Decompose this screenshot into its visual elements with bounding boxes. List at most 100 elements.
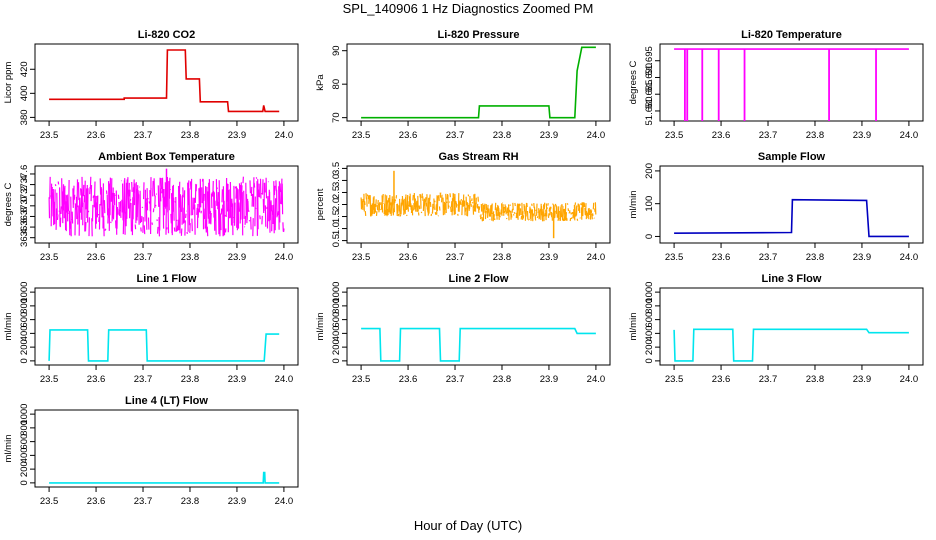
plot-area [49,49,280,113]
y-tick-label: 90 [331,45,342,56]
plot-frame [34,409,299,488]
plot-area [360,170,597,239]
x-tick-label: 24.0 [275,252,294,263]
y-tick-label: 400 [19,447,30,463]
y-axis-label: ml/min [3,435,14,463]
y-tick-label: 37.6 [19,165,30,184]
y-tick-label: 380 [19,109,30,125]
figure-x-axis-label: Hour of Day (UTC) [413,518,523,533]
y-tick-label: 800 [19,298,30,314]
x-tick-label: 23.6 [87,374,106,385]
plot-area [48,168,285,237]
x-tick-label: 23.7 [134,374,153,385]
panel-title: Sample Flow [758,151,826,163]
y-tick-label: 600 [19,434,30,450]
x-tick-label: 23.6 [399,252,418,263]
panel-2: Li-820 Pressure 23.5 23.6 23.7 23.8 23.9 24.0 7… [315,29,611,141]
panel-3: Li-820 Temperature 23.5 23.6 23.7 23.8 23.9 24… [628,29,924,141]
panel-title: Line 4 (LT) Flow [125,395,208,407]
y-tick-label: 0 [19,480,30,485]
x-tick-label: 23.6 [712,252,731,263]
plot-frame [34,287,299,366]
x-tick-label: 23.5 [665,252,684,263]
plot-area [361,327,596,362]
x-tick-label: 23.5 [40,374,59,385]
plot-frame [659,287,924,366]
panel-4: Ambient Box Temperature 23.5 23.6 23.7 23.8 2… [3,151,299,263]
x-tick-label: 23.6 [87,496,106,507]
plot-area [673,328,909,362]
x-tick-label: 23.9 [853,252,872,263]
panel-title: Line 3 Flow [762,273,822,285]
y-axis-label: ml/min [3,313,14,341]
x-tick-label: 23.6 [712,374,731,385]
plot-area [361,46,596,119]
y-tick-label: 600 [331,312,342,328]
x-tick-label: 23.7 [759,130,778,141]
panel-title: Line 2 Flow [449,273,509,285]
plot-frame [659,165,924,244]
x-tick-label: 23.9 [853,130,872,141]
y-tick-label: 1000 [331,282,342,303]
y-tick-label: 2.5 [331,186,342,199]
plot-frame [346,43,611,122]
plot-area [674,198,909,238]
x-tick-label: 23.8 [493,130,512,141]
x-tick-label: 24.0 [275,496,294,507]
y-tick-label: 1.5 [331,210,342,223]
y-tick-label: 37.4 [19,175,30,194]
series-line [48,329,280,362]
y-tick-label: 600 [644,312,655,328]
panel-title: Gas Stream RH [438,151,518,163]
y-tick-label: 0 [331,358,342,363]
y-tick-label: 600 [19,312,30,328]
x-tick-label: 24.0 [587,374,606,385]
x-tick-label: 23.5 [352,252,371,263]
x-tick-label: 23.7 [446,130,465,141]
y-tick-label: 400 [644,325,655,341]
x-tick-label: 23.9 [540,374,559,385]
panel-1: Li-820 CO2 23.5 23.6 23.7 23.8 23.9 24.0 380 400… [3,29,299,141]
y-axis-label: ml/min [315,313,326,341]
x-tick-label: 23.9 [853,374,872,385]
x-tick-label: 23.5 [40,496,59,507]
x-tick-label: 23.7 [134,496,153,507]
series-noise [477,202,597,222]
plot-area [49,471,280,484]
y-tick-label: 400 [19,325,30,341]
x-tick-label: 23.7 [446,252,465,263]
y-tick-label: 0 [19,358,30,363]
x-tick-label: 23.7 [759,374,778,385]
y-tick-label: 0.5 [331,234,342,247]
y-tick-label: 51.695 [644,46,655,75]
y-tick-label: 36.4 [19,228,30,247]
panel-9: Line 3 Flow 23.5 23.6 23.7 23.8 23.9 24.0 0 2004… [628,273,924,385]
x-tick-label: 24.0 [587,130,606,141]
y-tick-label: 51.690 [644,63,655,92]
x-tick-label: 23.9 [540,252,559,263]
x-tick-label: 24.0 [587,252,606,263]
y-axis-label: degrees C [3,182,14,226]
y-tick-label: 37.0 [19,197,30,216]
x-tick-label: 23.9 [228,496,247,507]
y-axis-label: kPa [315,74,326,91]
y-tick-label: 1000 [644,282,655,303]
series-noise [360,192,479,217]
y-tick-label: 36.8 [19,207,30,226]
y-tick-label: 2.0 [331,198,342,211]
x-tick-label: 23.8 [493,374,512,385]
y-tick-label: 80 [331,79,342,90]
x-tick-label: 23.7 [446,374,465,385]
x-tick-label: 23.5 [352,130,371,141]
x-tick-label: 23.6 [712,130,731,141]
x-tick-label: 23.5 [665,130,684,141]
y-tick-label: 800 [331,298,342,314]
panel-10: Line 4 (LT) Flow 23.5 23.6 23.7 23.8 23.9 24.0… [3,395,299,507]
y-axis-label: percent [315,188,326,220]
series-line [674,198,909,238]
y-tick-label: 70 [331,112,342,123]
x-tick-label: 23.8 [181,496,200,507]
series-line [673,328,909,362]
x-tick-label: 23.6 [399,374,418,385]
series-line [49,49,280,113]
